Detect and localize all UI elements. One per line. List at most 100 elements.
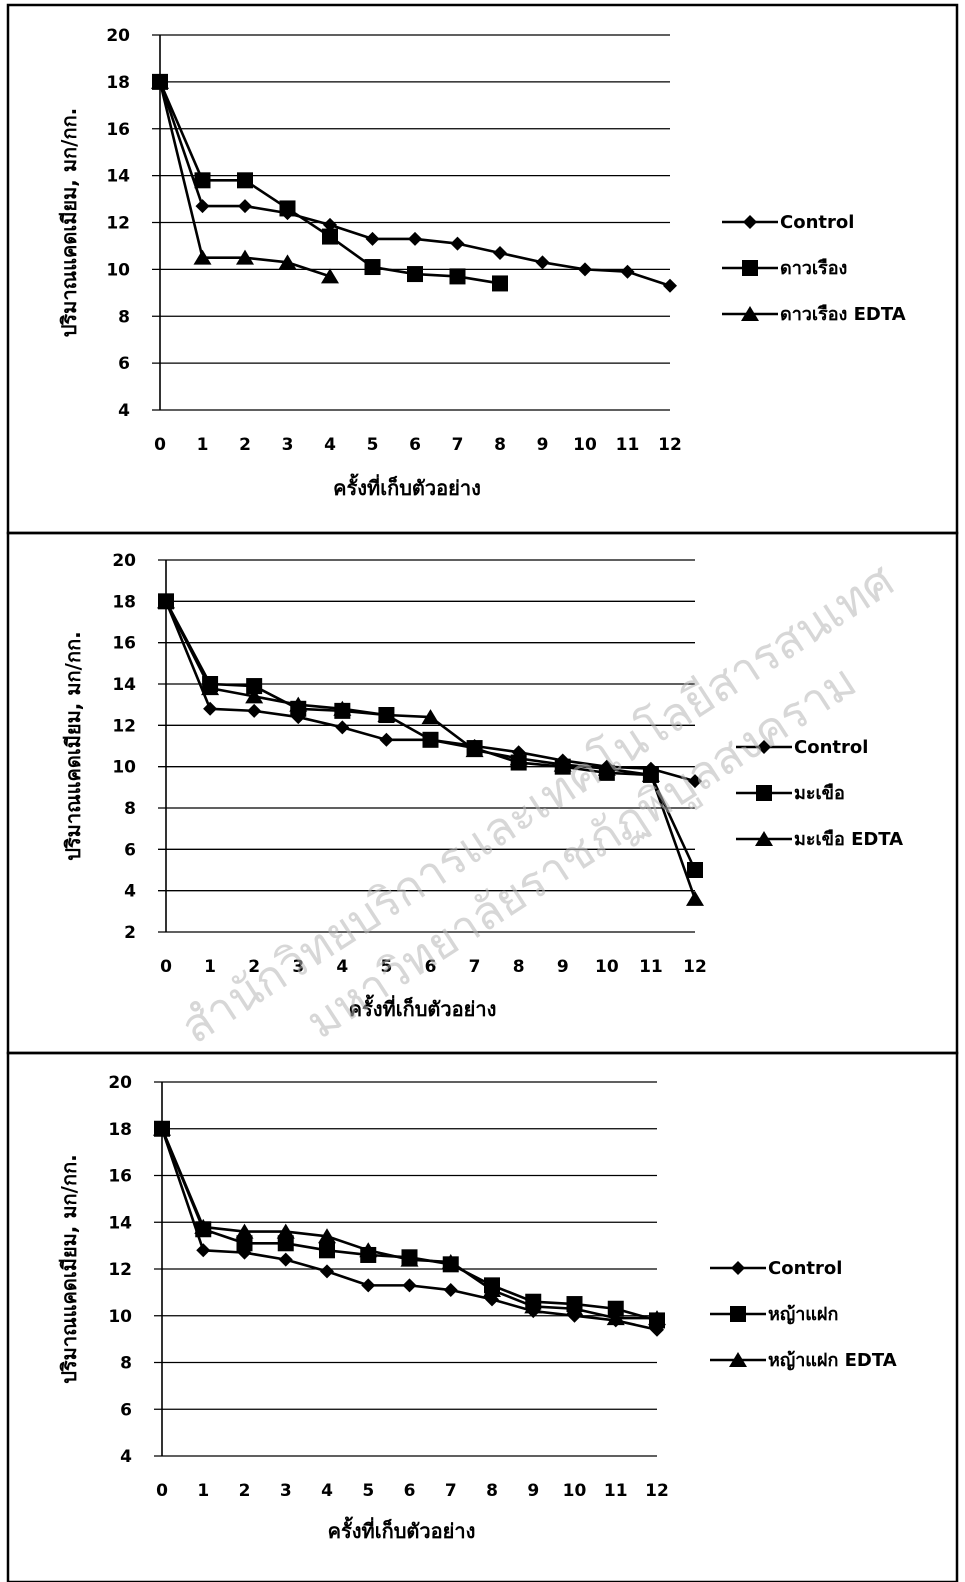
y-tick-label: 12 xyxy=(112,716,136,736)
x-tick-label: 0 xyxy=(160,957,172,977)
data-point xyxy=(335,720,350,735)
series-line xyxy=(158,81,671,288)
y-tick-label: 8 xyxy=(118,307,130,327)
legend-label: ดาวเรือง xyxy=(780,258,847,279)
y-tick-label: 16 xyxy=(108,1167,132,1187)
x-tick-label: 1 xyxy=(204,957,216,977)
y-axis-title: ปริมาณแคดเมียม, มก/กก. xyxy=(57,108,81,338)
x-tick-label: 2 xyxy=(239,435,251,455)
x-tick-label: 7 xyxy=(452,435,464,455)
y-tick-label: 2 xyxy=(124,923,136,943)
x-axis-title: ครั้งที่เก็บตัวอย่าง xyxy=(349,994,497,1021)
x-tick-label: 12 xyxy=(658,435,682,455)
data-point xyxy=(279,200,296,217)
data-point xyxy=(289,696,308,712)
x-tick-label: 5 xyxy=(362,1481,374,1501)
y-axis-title: ปริมาณแคดเมียม, มก/กก. xyxy=(61,631,85,861)
data-point xyxy=(607,1300,624,1317)
data-point xyxy=(492,275,508,292)
x-tick-label: 11 xyxy=(616,435,640,455)
legend-marker xyxy=(756,785,772,801)
x-tick-label: 3 xyxy=(280,1481,292,1501)
legend-marker xyxy=(743,215,757,229)
data-point xyxy=(408,231,422,246)
x-tick-label: 10 xyxy=(563,1481,587,1501)
x-tick-label: 7 xyxy=(469,957,481,977)
y-tick-label: 8 xyxy=(120,1354,132,1374)
data-point xyxy=(407,266,423,283)
legend-label: มะเขือ xyxy=(794,783,845,804)
data-point xyxy=(203,701,218,716)
data-point xyxy=(193,249,212,265)
legend-item-3: หญ้าแฝก EDTA xyxy=(710,1350,897,1371)
y-tick-label: 6 xyxy=(124,840,136,860)
data-point xyxy=(333,700,352,716)
data-point xyxy=(195,199,210,214)
x-tick-label: 6 xyxy=(404,1481,416,1501)
legend-marker xyxy=(731,1261,745,1275)
data-point xyxy=(246,678,263,695)
data-point xyxy=(421,709,440,725)
legend-item-2: หญ้าแฝก xyxy=(710,1304,838,1325)
data-point xyxy=(400,1251,419,1267)
legend-label: หญ้าแฝก EDTA xyxy=(768,1350,897,1371)
y-tick-label: 14 xyxy=(108,1213,132,1233)
data-point xyxy=(196,1243,211,1258)
x-tick-label: 10 xyxy=(573,435,597,455)
data-point xyxy=(553,756,572,772)
data-point xyxy=(688,774,702,789)
y-tick-label: 4 xyxy=(118,401,130,421)
data-point xyxy=(157,593,175,609)
data-point xyxy=(422,731,439,748)
data-point xyxy=(641,766,660,782)
data-point xyxy=(237,172,253,189)
y-tick-label: 14 xyxy=(106,167,130,187)
legend-marker xyxy=(730,1306,746,1322)
x-tick-label: 8 xyxy=(486,1481,498,1501)
data-point xyxy=(365,231,380,246)
y-tick-label: 18 xyxy=(112,592,136,612)
legend-label: ดาวเรือง EDTA xyxy=(780,304,906,325)
legend-item-1: Control xyxy=(710,1258,842,1279)
legend-label: หญ้าแฝก xyxy=(768,1304,838,1325)
data-point xyxy=(493,245,507,260)
x-tick-label: 4 xyxy=(324,435,336,455)
x-tick-label: 9 xyxy=(537,435,549,455)
x-tick-label: 12 xyxy=(683,957,707,977)
data-point xyxy=(441,1253,460,1269)
data-point xyxy=(687,862,703,878)
data-point xyxy=(245,688,264,704)
x-tick-label: 12 xyxy=(645,1481,669,1501)
data-point xyxy=(443,1283,458,1298)
x-tick-label: 8 xyxy=(494,435,506,455)
x-tick-label: 5 xyxy=(367,435,379,455)
data-point xyxy=(276,1223,295,1239)
x-tick-label: 9 xyxy=(527,1481,539,1501)
data-point xyxy=(597,760,616,776)
data-point xyxy=(663,278,677,293)
legend-marker xyxy=(729,1352,747,1367)
y-tick-label: 10 xyxy=(112,758,136,778)
legend-item-2: มะเขือ xyxy=(736,783,845,804)
data-point xyxy=(278,1252,293,1267)
legend-label: Control xyxy=(780,212,854,233)
x-tick-label: 1 xyxy=(197,1481,209,1501)
legend-item-2: ดาวเรือง xyxy=(722,258,847,279)
data-point xyxy=(359,1242,378,1258)
x-tick-label: 8 xyxy=(513,957,525,977)
legend-marker xyxy=(741,306,759,321)
data-point xyxy=(509,750,528,766)
data-point xyxy=(377,707,396,722)
legend-item-1: Control xyxy=(736,737,868,758)
data-point xyxy=(236,1235,253,1252)
y-tick-label: 4 xyxy=(124,882,136,902)
data-point xyxy=(322,228,338,245)
data-point xyxy=(620,264,635,279)
x-axis-title: ครั้งที่เก็บตัวอย่าง xyxy=(333,473,481,500)
series-line xyxy=(158,81,501,285)
x-tick-label: 1 xyxy=(197,435,209,455)
